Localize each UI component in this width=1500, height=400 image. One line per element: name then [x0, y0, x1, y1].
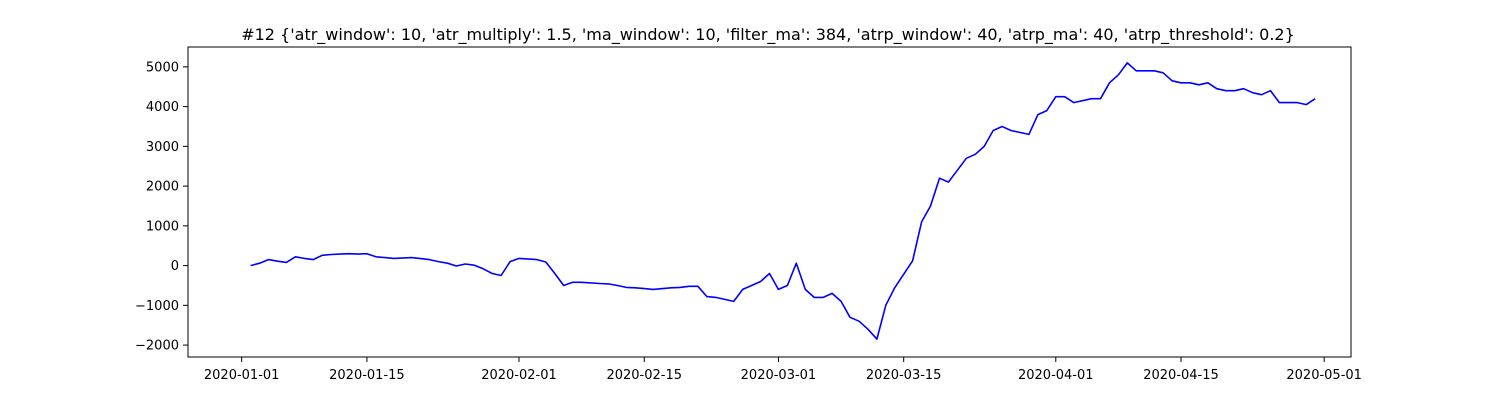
- y-tick-label: 2000: [146, 180, 179, 195]
- series-line-0: [250, 62, 1316, 340]
- x-tick-label: 2020-01-01: [204, 368, 280, 383]
- y-tick-label: 5000: [146, 60, 179, 75]
- x-axis: 2020-01-01 2020-01-15 2020-02-01 2020-02-15…: [204, 357, 1362, 383]
- x-tick-label: 2020-03-15: [866, 368, 942, 383]
- x-tick-label: 2020-04-01: [1018, 368, 1094, 383]
- x-tick-label: 2020-04-15: [1143, 368, 1219, 383]
- x-tick-label: 2020-02-15: [606, 368, 682, 383]
- x-tick-label: 2020-01-15: [329, 368, 405, 383]
- y-tick-label: 4000: [146, 100, 179, 115]
- x-tick-label: 2020-03-01: [741, 368, 817, 383]
- y-tick-label: 3000: [146, 140, 179, 155]
- y-tick-label: 0: [171, 259, 179, 274]
- y-axis: −2000 −1000 0 1000 2000 3000 4000 5000: [135, 60, 188, 354]
- line-series: [250, 62, 1316, 340]
- chart-title: #12 {'atr_window': 10, 'atr_multiply': 1…: [241, 25, 1295, 45]
- x-tick-label: 2020-02-01: [481, 368, 557, 383]
- x-tick-label: 2020-05-01: [1286, 368, 1362, 383]
- y-tick-label: 1000: [146, 219, 179, 234]
- y-tick-label: −2000: [135, 339, 179, 354]
- plot-frame: [187, 46, 1352, 358]
- y-tick-label: −1000: [135, 299, 179, 314]
